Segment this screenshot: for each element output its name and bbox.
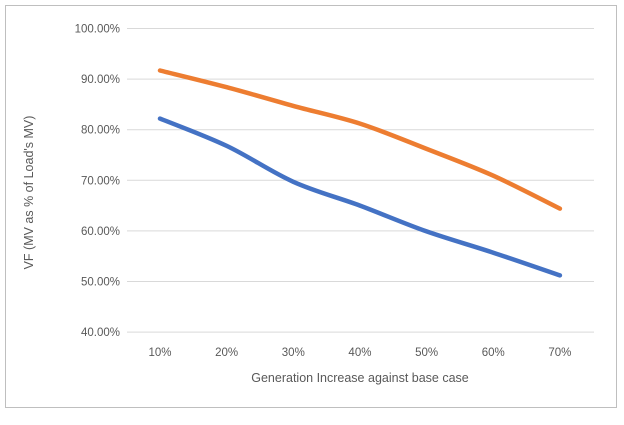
y-axis-title: VF (MV as % of Load's MV) xyxy=(22,116,36,270)
series-line-orange-series xyxy=(157,68,563,211)
y-tick-label: 100.00% xyxy=(75,24,120,36)
y-tick-label: 50.00% xyxy=(81,277,120,289)
gridlines xyxy=(127,28,594,333)
x-axis-tick-labels: 10% 20% 30% 40% 50% 60% 70% xyxy=(148,347,571,359)
x-tick-label: 40% xyxy=(348,347,371,359)
y-tick-label: 80.00% xyxy=(81,125,120,137)
x-tick-label: 60% xyxy=(482,347,505,359)
x-tick-label: 50% xyxy=(415,347,438,359)
y-tick-label: 40.00% xyxy=(81,327,120,339)
y-axis-tick-labels: 100.00% 90.00% 80.00% 70.00% 60.00% 50.00% 40.… xyxy=(75,24,120,340)
y-tick-label: 60.00% xyxy=(81,226,120,238)
y-tick-label: 70.00% xyxy=(81,175,120,187)
x-tick-label: 20% xyxy=(215,347,238,359)
x-axis-title: Generation Increase against base case xyxy=(251,371,469,385)
x-tick-label: 10% xyxy=(148,347,171,359)
y-tick-label: 90.00% xyxy=(81,74,120,86)
series-lines xyxy=(157,68,563,278)
x-tick-label: 30% xyxy=(282,347,305,359)
chart-border xyxy=(5,5,617,408)
series-line-blue-series xyxy=(157,116,563,278)
x-tick-label: 70% xyxy=(548,347,571,359)
